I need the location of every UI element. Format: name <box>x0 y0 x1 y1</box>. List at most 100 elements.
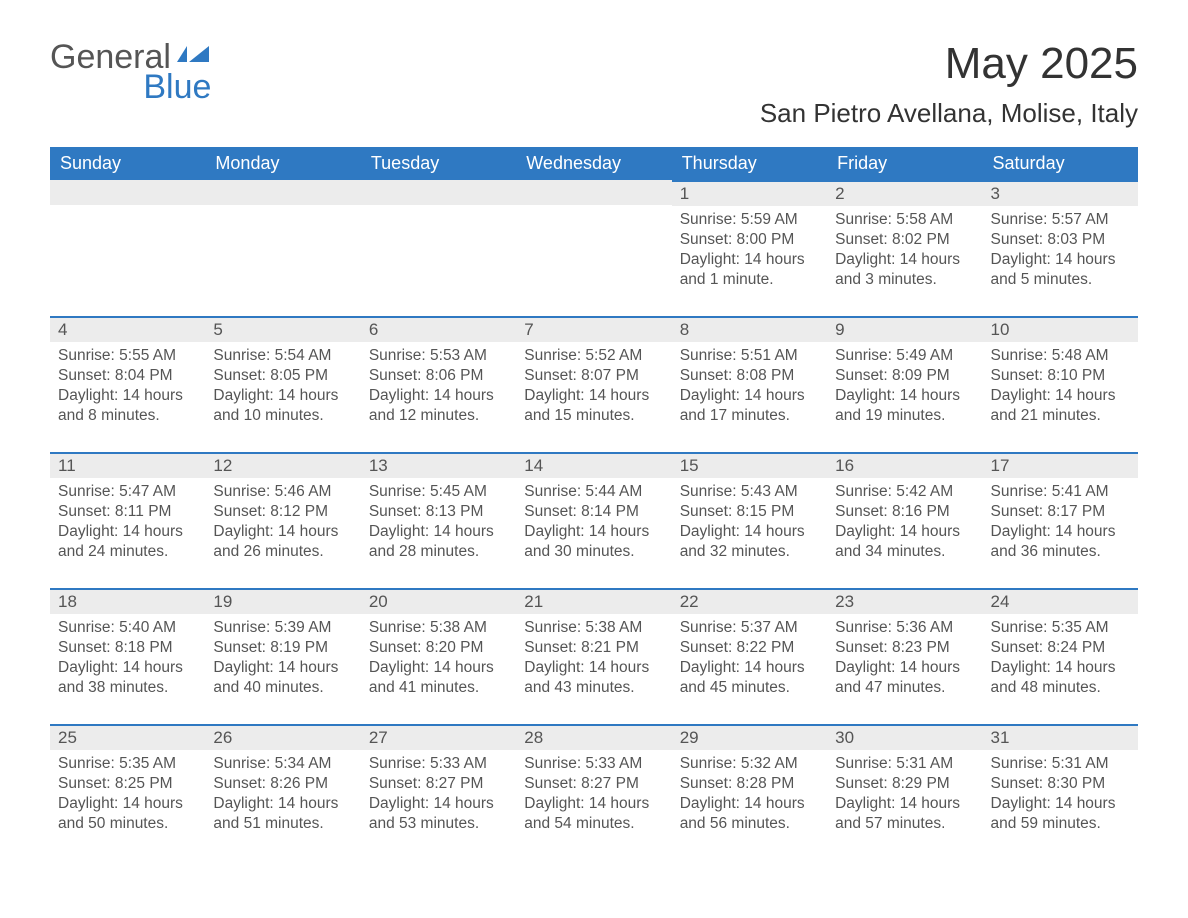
day-number: 23 <box>827 590 982 614</box>
day-daylight1: Daylight: 14 hours <box>835 386 974 406</box>
day-daylight1: Daylight: 14 hours <box>835 522 974 542</box>
day-number: 12 <box>205 454 360 478</box>
day-sunrise: Sunrise: 5:39 AM <box>213 618 352 638</box>
day-sunset: Sunset: 8:02 PM <box>835 230 974 250</box>
day-sunrise: Sunrise: 5:31 AM <box>835 754 974 774</box>
day-body: Sunrise: 5:52 AMSunset: 8:07 PMDaylight:… <box>516 342 671 425</box>
day-number: 21 <box>516 590 671 614</box>
day-daylight2: and 40 minutes. <box>213 678 352 698</box>
day-daylight2: and 50 minutes. <box>58 814 197 834</box>
day-sunset: Sunset: 8:17 PM <box>991 502 1130 522</box>
day-number-empty <box>361 180 516 205</box>
day-number-empty <box>205 180 360 205</box>
day-number: 13 <box>361 454 516 478</box>
day-sunset: Sunset: 8:00 PM <box>680 230 819 250</box>
col-header: Monday <box>205 147 360 180</box>
day-sunset: Sunset: 8:05 PM <box>213 366 352 386</box>
day-sunrise: Sunrise: 5:53 AM <box>369 346 508 366</box>
day-sunset: Sunset: 8:19 PM <box>213 638 352 658</box>
day-daylight1: Daylight: 14 hours <box>58 386 197 406</box>
day-daylight2: and 15 minutes. <box>524 406 663 426</box>
day-sunrise: Sunrise: 5:38 AM <box>524 618 663 638</box>
day-daylight1: Daylight: 14 hours <box>991 386 1130 406</box>
day-sunrise: Sunrise: 5:41 AM <box>991 482 1130 502</box>
calendar-week-row: 11Sunrise: 5:47 AMSunset: 8:11 PMDayligh… <box>50 452 1138 588</box>
day-body: Sunrise: 5:32 AMSunset: 8:28 PMDaylight:… <box>672 750 827 833</box>
day-number: 2 <box>827 182 982 206</box>
day-daylight2: and 53 minutes. <box>369 814 508 834</box>
title-block: May 2025 San Pietro Avellana, Molise, It… <box>760 40 1138 129</box>
day-sunset: Sunset: 8:25 PM <box>58 774 197 794</box>
calendar-cell: 2Sunrise: 5:58 AMSunset: 8:02 PMDaylight… <box>827 180 982 316</box>
day-sunset: Sunset: 8:26 PM <box>213 774 352 794</box>
day-body: Sunrise: 5:38 AMSunset: 8:21 PMDaylight:… <box>516 614 671 697</box>
day-sunset: Sunset: 8:24 PM <box>991 638 1130 658</box>
day-daylight2: and 54 minutes. <box>524 814 663 834</box>
calendar-table: Sunday Monday Tuesday Wednesday Thursday… <box>50 147 1138 860</box>
day-number: 6 <box>361 318 516 342</box>
day-daylight2: and 56 minutes. <box>680 814 819 834</box>
day-daylight2: and 21 minutes. <box>991 406 1130 426</box>
day-number: 31 <box>983 726 1138 750</box>
day-body: Sunrise: 5:35 AMSunset: 8:24 PMDaylight:… <box>983 614 1138 697</box>
day-sunset: Sunset: 8:13 PM <box>369 502 508 522</box>
day-sunset: Sunset: 8:14 PM <box>524 502 663 522</box>
day-daylight1: Daylight: 14 hours <box>213 522 352 542</box>
day-sunset: Sunset: 8:15 PM <box>680 502 819 522</box>
day-body: Sunrise: 5:45 AMSunset: 8:13 PMDaylight:… <box>361 478 516 561</box>
day-daylight2: and 24 minutes. <box>58 542 197 562</box>
day-number: 10 <box>983 318 1138 342</box>
day-body: Sunrise: 5:53 AMSunset: 8:06 PMDaylight:… <box>361 342 516 425</box>
day-daylight1: Daylight: 14 hours <box>369 522 508 542</box>
calendar-body: 1Sunrise: 5:59 AMSunset: 8:00 PMDaylight… <box>50 180 1138 860</box>
day-number: 11 <box>50 454 205 478</box>
day-sunrise: Sunrise: 5:35 AM <box>58 754 197 774</box>
day-daylight2: and 26 minutes. <box>213 542 352 562</box>
day-sunset: Sunset: 8:23 PM <box>835 638 974 658</box>
day-sunset: Sunset: 8:27 PM <box>369 774 508 794</box>
day-body: Sunrise: 5:39 AMSunset: 8:19 PMDaylight:… <box>205 614 360 697</box>
day-daylight1: Daylight: 14 hours <box>369 386 508 406</box>
calendar-cell: 5Sunrise: 5:54 AMSunset: 8:05 PMDaylight… <box>205 316 360 452</box>
calendar-week-row: 4Sunrise: 5:55 AMSunset: 8:04 PMDaylight… <box>50 316 1138 452</box>
day-sunset: Sunset: 8:09 PM <box>835 366 974 386</box>
brand-logo: General Blue <box>50 40 211 104</box>
logo-mark-icon <box>177 40 211 69</box>
calendar-cell: 9Sunrise: 5:49 AMSunset: 8:09 PMDaylight… <box>827 316 982 452</box>
day-daylight1: Daylight: 14 hours <box>369 794 508 814</box>
calendar-cell: 17Sunrise: 5:41 AMSunset: 8:17 PMDayligh… <box>983 452 1138 588</box>
day-daylight2: and 10 minutes. <box>213 406 352 426</box>
day-daylight2: and 38 minutes. <box>58 678 197 698</box>
day-body: Sunrise: 5:40 AMSunset: 8:18 PMDaylight:… <box>50 614 205 697</box>
calendar-cell: 8Sunrise: 5:51 AMSunset: 8:08 PMDaylight… <box>672 316 827 452</box>
col-header: Thursday <box>672 147 827 180</box>
calendar-cell: 22Sunrise: 5:37 AMSunset: 8:22 PMDayligh… <box>672 588 827 724</box>
calendar-week-row: 1Sunrise: 5:59 AMSunset: 8:00 PMDaylight… <box>50 180 1138 316</box>
day-sunrise: Sunrise: 5:49 AM <box>835 346 974 366</box>
day-body: Sunrise: 5:34 AMSunset: 8:26 PMDaylight:… <box>205 750 360 833</box>
day-body: Sunrise: 5:35 AMSunset: 8:25 PMDaylight:… <box>50 750 205 833</box>
day-sunset: Sunset: 8:12 PM <box>213 502 352 522</box>
day-sunset: Sunset: 8:07 PM <box>524 366 663 386</box>
day-daylight2: and 43 minutes. <box>524 678 663 698</box>
day-daylight2: and 57 minutes. <box>835 814 974 834</box>
day-body: Sunrise: 5:51 AMSunset: 8:08 PMDaylight:… <box>672 342 827 425</box>
day-sunrise: Sunrise: 5:42 AM <box>835 482 974 502</box>
calendar-cell: 6Sunrise: 5:53 AMSunset: 8:06 PMDaylight… <box>361 316 516 452</box>
day-sunset: Sunset: 8:22 PM <box>680 638 819 658</box>
day-sunset: Sunset: 8:06 PM <box>369 366 508 386</box>
day-daylight1: Daylight: 14 hours <box>213 794 352 814</box>
col-header: Sunday <box>50 147 205 180</box>
col-header: Saturday <box>983 147 1138 180</box>
day-body: Sunrise: 5:55 AMSunset: 8:04 PMDaylight:… <box>50 342 205 425</box>
day-daylight2: and 51 minutes. <box>213 814 352 834</box>
calendar-cell: 23Sunrise: 5:36 AMSunset: 8:23 PMDayligh… <box>827 588 982 724</box>
day-daylight2: and 8 minutes. <box>58 406 197 426</box>
day-number: 3 <box>983 182 1138 206</box>
col-header: Friday <box>827 147 982 180</box>
day-body: Sunrise: 5:33 AMSunset: 8:27 PMDaylight:… <box>361 750 516 833</box>
day-sunrise: Sunrise: 5:38 AM <box>369 618 508 638</box>
calendar-cell: 13Sunrise: 5:45 AMSunset: 8:13 PMDayligh… <box>361 452 516 588</box>
day-sunset: Sunset: 8:29 PM <box>835 774 974 794</box>
day-sunrise: Sunrise: 5:45 AM <box>369 482 508 502</box>
